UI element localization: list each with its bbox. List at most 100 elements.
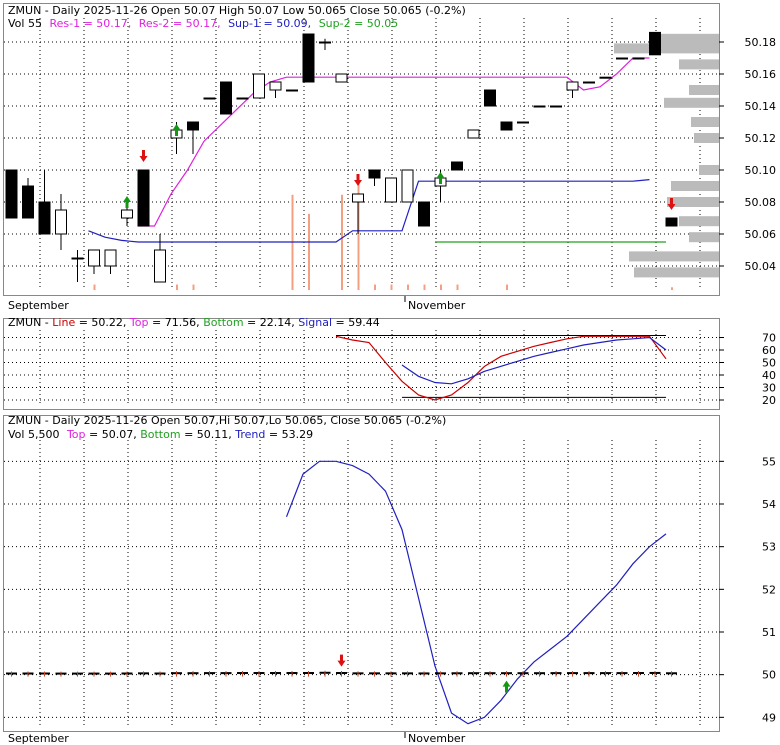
candle-body <box>418 201 430 227</box>
volume-profile-bar <box>679 59 719 70</box>
osc-legend-prefix: ZMUN - <box>8 316 52 329</box>
price-legend-vol: Vol 55 <box>8 17 42 30</box>
volume-bar <box>341 194 343 290</box>
trend-ytick-label: 52 <box>762 583 776 596</box>
price-ytick-label: 50.14 <box>745 100 777 113</box>
price-ytick-label: 50.06 <box>745 228 777 241</box>
candle-body <box>451 161 463 171</box>
trend-line <box>285 460 667 725</box>
price-legend-sup2: Sup-2 = 50.05 <box>319 17 399 30</box>
osc-ytick-label: 60 <box>762 344 776 357</box>
volume-profile-bar <box>667 197 719 207</box>
volume-profile-bar <box>659 33 719 44</box>
price-panel: 50.04 50.06 50.08 50.10 50.12 50.14 50.16 50.18 <box>4 18 776 290</box>
osc-legend-line-val: = 50.22, <box>75 316 130 329</box>
sell-arrow <box>667 198 676 210</box>
candle-body <box>5 169 18 219</box>
oscillator-panel-frame <box>3 318 720 410</box>
trend-legend-bottom-val: = 50.11, <box>181 428 236 441</box>
candle-body <box>88 249 100 267</box>
volume-bar <box>192 284 195 290</box>
volume-bar <box>506 284 508 290</box>
candle-body <box>566 81 579 91</box>
osc-ytick-label: 40 <box>762 369 776 382</box>
price-ytick-label: 50.04 <box>745 260 777 273</box>
candle-body <box>220 81 232 115</box>
osc-legend-top: Top <box>129 316 149 329</box>
trend-ytick-label: 53 <box>762 541 776 554</box>
trend-legend-bottom: Bottom <box>140 428 180 441</box>
candle-body <box>368 169 381 179</box>
support-line-1 <box>88 179 650 243</box>
sell-arrow <box>354 174 362 186</box>
resistance-line <box>138 57 650 227</box>
trend-legend-stats: Vol 5,500 Top = 50.07, Bottom = 50.11, T… <box>8 428 313 441</box>
candle-body <box>137 169 150 227</box>
osc-legend-top-val: = 71.56, <box>148 316 203 329</box>
x-label-november-bottom: November <box>408 732 466 745</box>
osc-line <box>335 335 667 401</box>
osc-ytick-label: 30 <box>762 382 776 395</box>
candle-body <box>104 249 117 267</box>
price-ytick-label: 50.10 <box>745 164 777 177</box>
price-ytick-label: 50.16 <box>745 68 777 81</box>
volume-profile-bar <box>689 85 719 95</box>
trend-legend-trend-val: = 53.29 <box>265 428 313 441</box>
volume-bar <box>374 284 376 290</box>
candle-body <box>302 33 315 83</box>
osc-ytick-label: 20 <box>762 394 776 407</box>
volume-profile-bar <box>634 267 719 278</box>
candle-body <box>484 89 496 107</box>
osc-ytick-label: 50 <box>762 357 776 370</box>
candle-body <box>38 201 51 235</box>
volume-bar <box>407 284 409 290</box>
volume-bar <box>456 284 459 290</box>
osc-legend-line: Line <box>52 316 75 329</box>
volume-profile-bar <box>664 97 719 108</box>
price-legend-sup1: Sup-1 = 50.09, <box>228 17 311 30</box>
buy-arrow <box>172 124 181 136</box>
volume-profile-bar <box>629 251 719 262</box>
candle-body <box>517 121 529 124</box>
candle-body <box>55 209 67 235</box>
trend-ytick-label: 50 <box>762 669 776 682</box>
candle-body <box>154 249 166 283</box>
price-ytick-label: 50.08 <box>745 196 777 209</box>
candle-body <box>236 97 249 100</box>
trend-legend-top-val: = 50.07, <box>86 428 141 441</box>
trend-ytick-label: 49 <box>762 711 776 724</box>
candle-body <box>632 57 645 60</box>
oscillator-legend: ZMUN - Line = 50.22, Top = 71.56, Bottom… <box>8 316 380 329</box>
trend-ytick-label: 55 <box>762 455 776 468</box>
candle-body <box>467 129 480 139</box>
candle-body <box>401 169 414 203</box>
osc-legend-bottom: Bottom <box>203 316 243 329</box>
osc-legend-signal-val: = 59.44 <box>332 316 380 329</box>
candle-body <box>550 105 562 108</box>
osc-legend-bottom-val: = 22.14, <box>244 316 299 329</box>
volume-bar <box>671 287 673 290</box>
sell-arrow <box>139 150 148 162</box>
volume-bar <box>423 284 426 290</box>
osc-legend-signal: Signal <box>298 316 332 329</box>
price-legend-res1: Res-1 = 50.17, <box>49 17 131 30</box>
candle-body <box>616 57 628 60</box>
buy-arrow <box>436 172 445 184</box>
x-label-september-bottom: September <box>8 732 69 745</box>
candle-body <box>71 257 84 260</box>
candle-body <box>649 31 661 56</box>
osc-ytick-label: 70 <box>762 332 776 345</box>
osc-signal-line <box>401 336 667 385</box>
candle-body <box>286 89 298 92</box>
volume-profile-bar <box>694 133 719 143</box>
trend-buy-arrow <box>502 680 511 693</box>
volume-profile-bar <box>614 43 719 54</box>
volume-bar <box>176 284 178 290</box>
trend-legend-top: Top <box>66 428 86 441</box>
trend-ytick-label: 54 <box>762 498 776 511</box>
x-label-november: November <box>408 299 466 312</box>
candle-body <box>533 105 546 108</box>
candle-body <box>599 76 612 79</box>
